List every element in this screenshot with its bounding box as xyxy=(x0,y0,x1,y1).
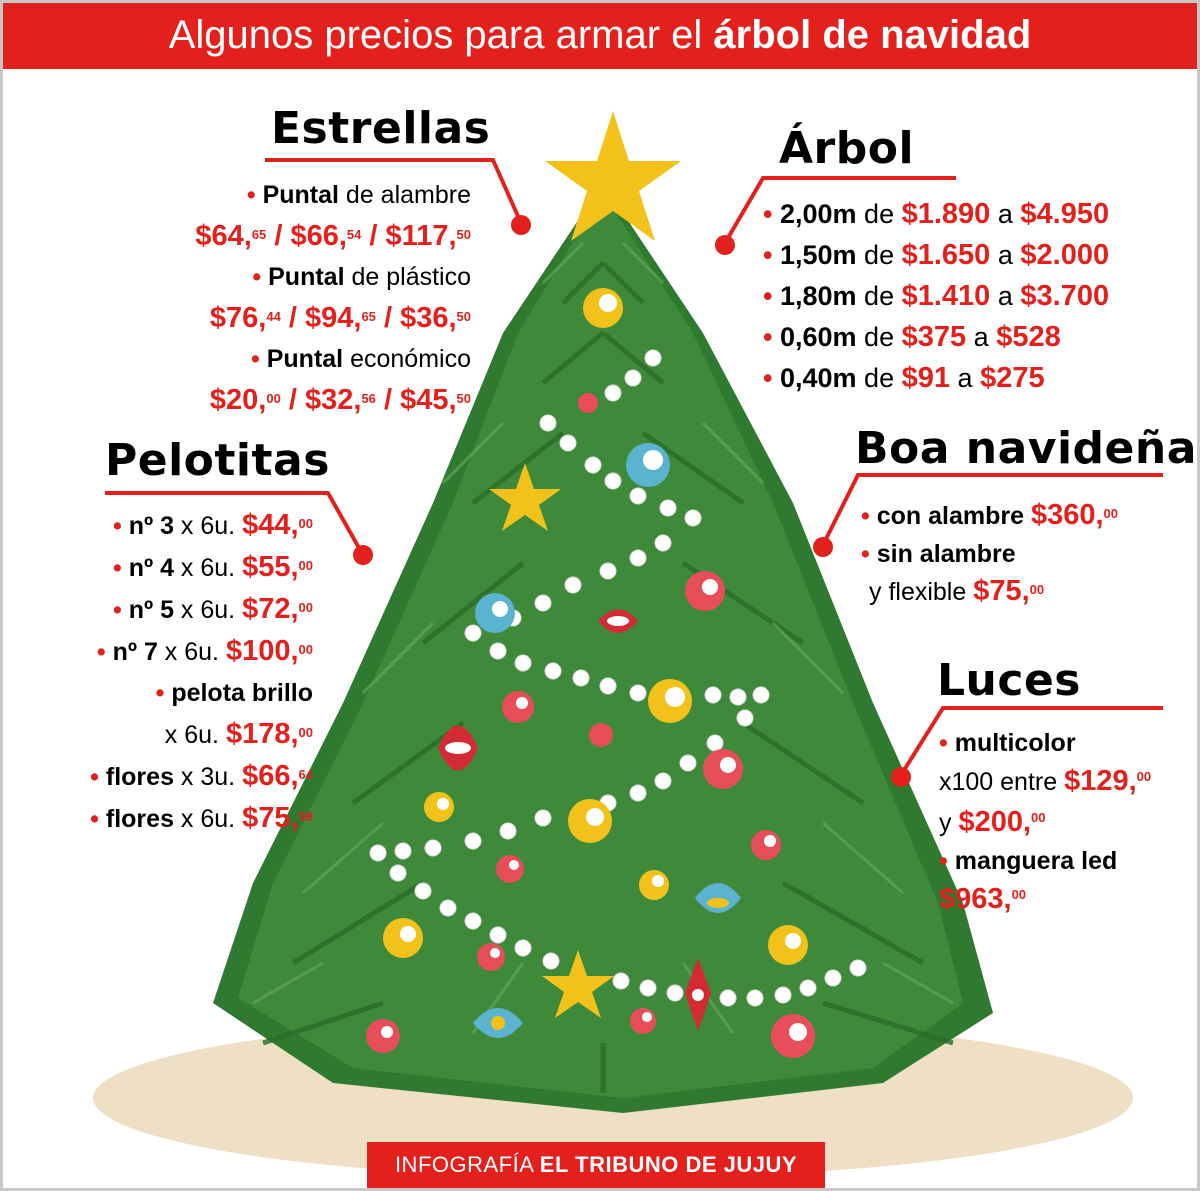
list-item: • multicolor xyxy=(939,729,1076,757)
list-item: • 2,00m de $1.890 a $4.950 xyxy=(763,198,1110,230)
list-item: • nº 7 x 6u. $100,00 xyxy=(96,635,313,667)
list-item: • flores x 3u. $66,64 xyxy=(90,760,313,792)
credit-badge: INFOGRAFÍA EL TRIBUNO DE JUJUY xyxy=(367,1142,825,1188)
credit-regular: INFOGRAFÍA xyxy=(394,1152,540,1177)
list-item: • manguera led xyxy=(939,847,1118,875)
price-row: $20,00 / $32,56 / $45,50 xyxy=(209,384,471,416)
pelotitas-title: Pelotitas xyxy=(105,435,330,486)
luces-list: • multicolor x100 entre $129,00 y $200,0… xyxy=(939,725,1151,920)
christmas-tree-illustration xyxy=(93,111,1163,1178)
price-row: $76,44 / $94,65 / $36,50 xyxy=(209,302,471,334)
star-icon xyxy=(542,950,614,1018)
list-item: • flores x 6u. $75,58 xyxy=(90,802,313,834)
list-item: • Puntal de plástico xyxy=(252,263,471,291)
list-item: y $200,00 xyxy=(939,806,1046,838)
list-item: x 6u. $178,00 xyxy=(164,718,313,750)
list-item: • con alambre $360,00 xyxy=(861,499,1118,531)
pelotitas-list: • nº 3 x 6u. $44,00 • nº 4 x 6u. $55,00 … xyxy=(90,505,313,840)
list-item: • pelota brillo xyxy=(155,679,313,707)
list-item: • nº 5 x 6u. $72,00 xyxy=(113,593,313,625)
arbol-title: Árbol xyxy=(779,123,915,174)
estrellas-title: Estrellas xyxy=(271,103,491,154)
list-item: x100 entre $129,00 xyxy=(939,765,1152,797)
list-item: • 1,50m de $1.650 a $2.000 xyxy=(763,239,1110,271)
arbol-list: • 2,00m de $1.890 a $4.950 • 1,50m de $1… xyxy=(763,194,1109,399)
list-item: • Puntal económico xyxy=(251,345,471,373)
list-item: • 0,40m de $91 a $275 xyxy=(763,362,1045,394)
price-row: $64,65 / $66,54 / $117,50 xyxy=(195,220,471,252)
luces-title: Luces xyxy=(937,655,1081,706)
list-item: • nº 3 x 6u. $44,00 xyxy=(113,509,313,541)
tree-stars xyxy=(489,111,681,1018)
boa-title: Boa navideña xyxy=(855,423,1197,474)
star-icon xyxy=(489,463,561,531)
credit-bold: EL TRIBUNO DE JUJUY xyxy=(539,1152,798,1177)
boa-list: • con alambre $360,00 • sin alambre y fl… xyxy=(861,495,1118,613)
title-bold: árbol de navidad xyxy=(713,13,1032,57)
page-title: Algunos precios para armar el árbol de n… xyxy=(3,3,1197,69)
list-item: • 1,80m de $1.410 a $3.700 xyxy=(763,280,1110,312)
tree-ornaments xyxy=(366,288,815,1058)
list-item: • 0,60m de $375 a $528 xyxy=(763,321,1061,353)
top-star-icon xyxy=(545,111,681,241)
tree-body xyxy=(213,183,993,1113)
callout-lines xyxy=(105,158,1163,777)
callout-dots xyxy=(353,215,911,787)
list-item: $963,00 xyxy=(939,883,1027,915)
estrellas-list: • Puntal de alambre $64,65 / $66,54 / $1… xyxy=(195,175,471,421)
list-item: y flexible $75,00 xyxy=(869,575,1045,607)
list-item: • Puntal de alambre xyxy=(246,181,471,209)
tree-garland xyxy=(369,349,867,1007)
list-item: • sin alambre xyxy=(861,540,1016,568)
list-item: • nº 4 x 6u. $55,00 xyxy=(113,551,313,583)
title-regular: Algunos precios para armar el xyxy=(168,13,714,57)
